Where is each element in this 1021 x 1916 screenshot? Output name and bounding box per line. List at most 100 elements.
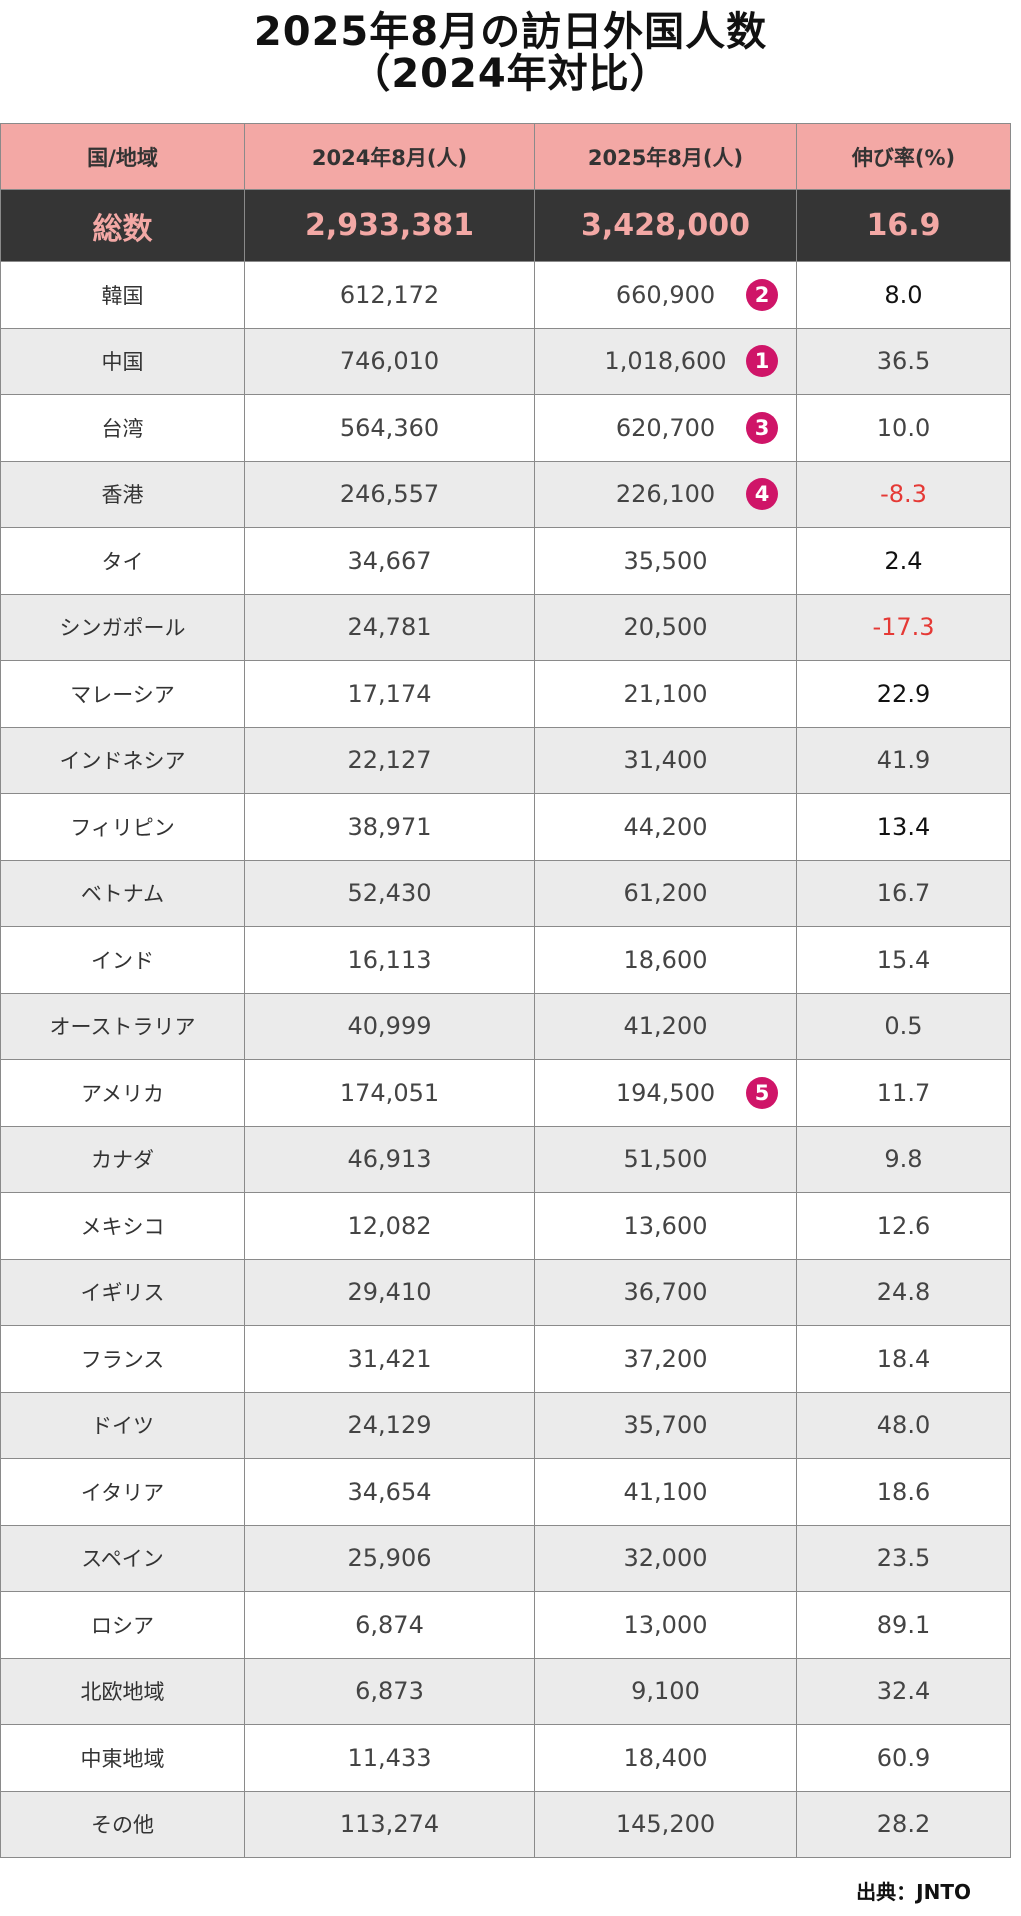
country-name: インド — [0, 926, 245, 994]
value-2024: 174,051 — [244, 1059, 535, 1127]
value-2025-wrap: 35,700 — [535, 1411, 796, 1439]
value-2025-cell: 41,100 — [534, 1458, 797, 1526]
value-2025: 13,600 — [623, 1211, 708, 1240]
value-2025: 32,000 — [623, 1544, 708, 1573]
value-2025-cell: 36,700 — [534, 1258, 797, 1326]
value-2025-cell: 37,200 — [534, 1325, 797, 1393]
growth-rate: 18.6 — [796, 1458, 1011, 1526]
table-row: マレーシア 17,174 21,100 22.9 — [0, 660, 1011, 728]
table-row: スペイン 25,906 32,000 23.5 — [0, 1524, 1011, 1592]
growth-rate: 10.0 — [796, 394, 1011, 462]
rank-badge: 4 — [746, 478, 778, 511]
table-row: インド 16,113 18,600 15.4 — [0, 926, 1011, 994]
growth-rate: 89.1 — [796, 1591, 1011, 1659]
growth-rate: 11.7 — [796, 1059, 1011, 1127]
value-2025-cell: 35,700 — [534, 1391, 797, 1459]
growth-rate: 12.6 — [796, 1192, 1011, 1260]
value-2025-wrap: 35,500 — [535, 547, 796, 575]
country-name: スペイン — [0, 1524, 245, 1592]
total-row: 総数 2,933,381 3,428,000 16.9 — [0, 189, 1011, 262]
country-name: フィリピン — [0, 793, 245, 861]
country-name: その他 — [0, 1790, 245, 1858]
value-2025-cell: 145,200 — [534, 1790, 797, 1858]
country-name: タイ — [0, 527, 245, 595]
value-2025: 21,100 — [623, 679, 708, 708]
value-2024: 40,999 — [244, 992, 535, 1060]
value-2025-wrap: 660,900 2 — [535, 278, 796, 311]
value-2025-wrap: 226,100 4 — [535, 478, 796, 511]
value-2025: 51,500 — [623, 1145, 708, 1174]
growth-rate: 9.8 — [796, 1125, 1011, 1193]
table-row: アメリカ 174,051 194,500 5 11.7 — [0, 1059, 1011, 1127]
table-row: ロシア 6,874 13,000 89.1 — [0, 1591, 1011, 1659]
growth-rate: 23.5 — [796, 1524, 1011, 1592]
rank-badge: 5 — [746, 1076, 778, 1109]
country-name: 韓国 — [0, 261, 245, 329]
value-2025-wrap: 61,200 — [535, 879, 796, 907]
page-subtitle: （2024年対比） — [350, 51, 671, 97]
value-2024: 46,913 — [244, 1125, 535, 1193]
value-2025: 36,700 — [623, 1278, 708, 1307]
value-2025-cell: 51,500 — [534, 1125, 797, 1193]
country-name: メキシコ — [0, 1192, 245, 1260]
value-2025: 145,200 — [615, 1810, 716, 1839]
growth-rate: 16.7 — [796, 859, 1011, 927]
value-2025: 18,600 — [623, 945, 708, 974]
total-label: 総数 — [0, 189, 245, 262]
value-2025-wrap: 13,000 — [535, 1611, 796, 1639]
table-row: イタリア 34,654 41,100 18.6 — [0, 1458, 1011, 1526]
growth-rate: 15.4 — [796, 926, 1011, 994]
value-2025-wrap: 44,200 — [535, 813, 796, 841]
growth-rate: 48.0 — [796, 1391, 1011, 1459]
visitor-table: 国/地域 2024年8月(人) 2025年8月(人) 伸び率(%) 総数 2,9… — [0, 123, 1011, 1858]
growth-rate: 18.4 — [796, 1325, 1011, 1393]
table-row: フィリピン 38,971 44,200 13.4 — [0, 793, 1011, 861]
value-2025-cell: 32,000 — [534, 1524, 797, 1592]
value-2024: 34,654 — [244, 1458, 535, 1526]
country-name: ロシア — [0, 1591, 245, 1659]
table-row: その他 113,274 145,200 28.2 — [0, 1790, 1011, 1858]
table-row: ベトナム 52,430 61,200 16.7 — [0, 859, 1011, 927]
country-name: オーストラリア — [0, 992, 245, 1060]
table-row: タイ 34,667 35,500 2.4 — [0, 527, 1011, 595]
country-name: 香港 — [0, 460, 245, 528]
country-name: シンガポール — [0, 593, 245, 661]
growth-rate: 36.5 — [796, 327, 1011, 395]
country-name: インドネシア — [0, 726, 245, 794]
value-2024: 6,873 — [244, 1657, 535, 1725]
value-2025-cell: 9,100 — [534, 1657, 797, 1725]
value-2024: 17,174 — [244, 660, 535, 728]
value-2025: 35,700 — [623, 1411, 708, 1440]
value-2025-cell: 18,600 — [534, 926, 797, 994]
value-2024: 31,421 — [244, 1325, 535, 1393]
value-2025-wrap: 1,018,600 1 — [535, 345, 796, 378]
value-2025: 18,400 — [623, 1743, 708, 1772]
value-2025: 13,000 — [623, 1610, 708, 1639]
value-2024: 12,082 — [244, 1192, 535, 1260]
total-2025: 3,428,000 — [534, 189, 797, 262]
value-2025-cell: 20,500 — [534, 593, 797, 661]
rank-badge: 3 — [746, 411, 778, 444]
total-rate: 16.9 — [796, 189, 1011, 262]
table-row: メキシコ 12,082 13,600 12.6 — [0, 1192, 1011, 1260]
value-2025-cell: 226,100 4 — [534, 460, 797, 528]
value-2024: 746,010 — [244, 327, 535, 395]
table-row: ドイツ 24,129 35,700 48.0 — [0, 1391, 1011, 1459]
value-2025: 660,900 — [615, 280, 716, 309]
growth-rate: 22.9 — [796, 660, 1011, 728]
growth-rate: 41.9 — [796, 726, 1011, 794]
value-2024: 38,971 — [244, 793, 535, 861]
value-2025-cell: 13,600 — [534, 1192, 797, 1260]
growth-rate: 8.0 — [796, 261, 1011, 329]
value-2024: 52,430 — [244, 859, 535, 927]
value-2025: 61,200 — [623, 879, 708, 908]
value-2025: 20,500 — [623, 613, 708, 642]
value-2025-cell: 194,500 5 — [534, 1059, 797, 1127]
value-2025-cell: 41,200 — [534, 992, 797, 1060]
value-2025-cell: 35,500 — [534, 527, 797, 595]
growth-rate: 60.9 — [796, 1724, 1011, 1792]
growth-rate: -8.3 — [796, 460, 1011, 528]
value-2024: 24,129 — [244, 1391, 535, 1459]
table-row: 中東地域 11,433 18,400 60.9 — [0, 1724, 1011, 1792]
value-2025: 41,100 — [623, 1477, 708, 1506]
